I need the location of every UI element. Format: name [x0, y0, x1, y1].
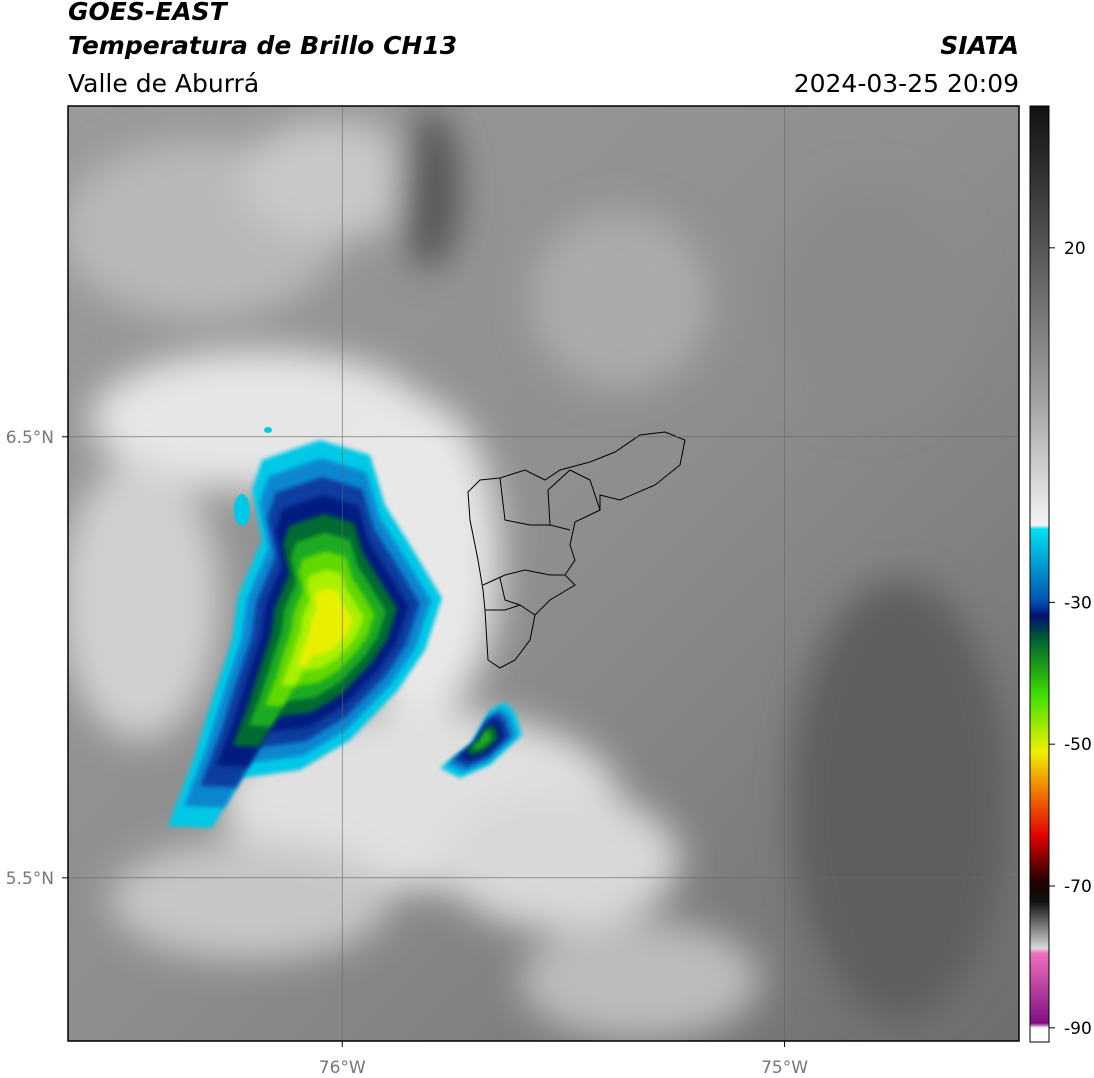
- lon-tick-label: 76°W: [319, 1058, 366, 1078]
- colorbar: [1029, 105, 1050, 1043]
- subtitle: Temperatura de Brillo CH13: [68, 31, 457, 60]
- source: SIATA: [940, 31, 1019, 60]
- title: GOES-EAST: [68, 0, 229, 26]
- map-frame: [67, 105, 1020, 1042]
- satellite-image: [68, 106, 1019, 1041]
- colorbar-tick-label: -30: [1064, 593, 1092, 613]
- lon-tick-label: 75°W: [761, 1058, 808, 1078]
- municipal-boundaries: [467, 431, 686, 669]
- lat-tick-label: 5.5°N: [6, 869, 54, 889]
- colorbar-tick-label: 20: [1064, 239, 1086, 259]
- region: Valle de Aburrá: [68, 69, 259, 98]
- datetime: 2024-03-25 20:09: [794, 69, 1019, 98]
- cloud-layer: [471, 730, 492, 750]
- graticule: [68, 106, 1019, 1041]
- colorbar-tick-label: -70: [1064, 877, 1092, 897]
- cloud-layer: [234, 494, 250, 526]
- cloud-layer: [297, 588, 353, 666]
- storm-cells: [168, 427, 522, 828]
- cloud-layer: [264, 427, 272, 433]
- lat-tick-label: 6.5°N: [6, 428, 54, 448]
- colorbar-tick-label: -90: [1064, 1019, 1092, 1039]
- colorbar-tick-label: -50: [1064, 735, 1092, 755]
